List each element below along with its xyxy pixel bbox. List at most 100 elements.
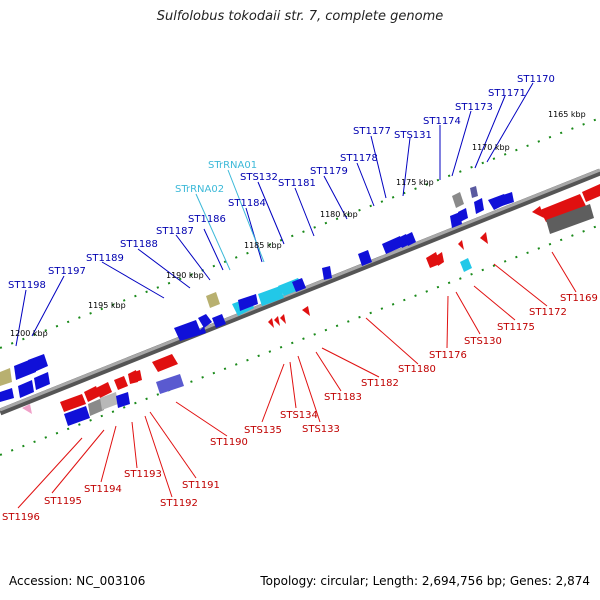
gene-block: [268, 318, 274, 328]
gene-block: [258, 286, 284, 306]
accession-text: Accession: NC_003106: [9, 574, 146, 588]
gene-block: [174, 320, 206, 341]
top-gene-labels: ST1170 ST1171 ST1173 ST1174 STS131 ST117…: [8, 74, 555, 291]
gene-block: [302, 306, 310, 316]
bottom-label-connectors: [17, 251, 577, 509]
scale-labels: 1165 kbp 1170 kbp 1175 kbp 1180 kbp 1185…: [10, 110, 586, 338]
gene-block: [480, 232, 488, 244]
gene-label: ST1193: [124, 469, 162, 480]
gene-block: [458, 240, 464, 250]
gene-block: [96, 382, 112, 398]
gene-label: ST1169: [560, 293, 598, 304]
gene-label: ST1187: [156, 226, 194, 237]
gene-label: STS132: [240, 172, 278, 183]
gene-block: [152, 354, 178, 372]
gene-block: [494, 192, 514, 208]
gene-label: ST1172: [529, 307, 567, 318]
forward-strand-genes: [0, 186, 514, 402]
gene-block: [18, 380, 34, 398]
gene-label: ST1184: [228, 198, 266, 209]
scale-label: 1175 kbp: [396, 178, 434, 187]
gene-block: [60, 394, 86, 412]
gene-block: [100, 392, 118, 410]
gene-label: STS134: [280, 410, 318, 421]
gene-label: ST1196: [2, 512, 40, 523]
gene-block: [458, 208, 468, 222]
gene-block: [28, 354, 48, 373]
scale-label: 1170 kbp: [472, 143, 510, 152]
gene-block: [0, 368, 12, 386]
gene-block: [206, 292, 220, 308]
gene-label: ST1195: [44, 496, 82, 507]
gene-block: [470, 186, 478, 198]
scale-label: 1190 kbp: [166, 271, 204, 280]
gene-label: ST1174: [423, 116, 461, 127]
gene-label: ST1181: [278, 178, 316, 189]
scale-label: 1165 kbp: [548, 110, 586, 119]
gene-label: ST1173: [455, 102, 493, 113]
gene-label: ST1192: [160, 498, 198, 509]
gene-label: ST1186: [188, 214, 226, 225]
gene-label: ST1197: [48, 266, 86, 277]
gene-block: [358, 250, 372, 266]
gene-label: STS133: [302, 424, 340, 435]
gene-label: ST1194: [84, 484, 122, 495]
gene-label: ST1191: [182, 480, 220, 491]
rna-gene-label: STrRNA01: [208, 160, 257, 171]
gene-block: [64, 406, 90, 426]
gene-block: [114, 376, 128, 390]
gene-block: [532, 206, 544, 218]
gene-block: [274, 316, 280, 326]
gene-label: ST1177: [353, 126, 391, 137]
gene-label: ST1188: [120, 239, 158, 250]
gene-block: [460, 258, 472, 272]
gene-block: [474, 198, 484, 214]
gene-label: ST1190: [210, 437, 248, 448]
top-label-connectors: [15, 82, 534, 347]
gene-label: ST1171: [488, 88, 526, 99]
gene-block: [452, 192, 464, 208]
genome-summary-text: Topology: circular; Length: 2,694,756 bp…: [260, 574, 590, 588]
gene-label: STS130: [464, 336, 502, 347]
gene-block: [546, 204, 594, 234]
bottom-gene-labels: ST1169 ST1172 ST1175 STS130 ST1176 ST118…: [2, 293, 598, 523]
reverse-strand-genes: [22, 184, 600, 426]
gene-block: [436, 252, 444, 266]
gene-label: ST1182: [361, 378, 399, 389]
gene-block: [404, 232, 416, 246]
gene-label: ST1179: [310, 166, 348, 177]
genome-backbone: [0, 168, 600, 416]
gene-label: ST1183: [324, 392, 362, 403]
gene-block: [84, 386, 100, 402]
gene-block: [88, 398, 104, 416]
gene-block: [280, 314, 286, 324]
gene-block: [382, 236, 404, 254]
gene-block: [238, 294, 258, 311]
rna-gene-label: STrRNA02: [175, 184, 224, 195]
gene-block: [0, 388, 14, 402]
gene-block: [34, 372, 50, 390]
gene-block: [292, 278, 306, 292]
gene-block: [540, 194, 586, 222]
gene-block: [116, 392, 130, 408]
gene-block: [198, 314, 212, 328]
gene-label: ST1178: [340, 153, 378, 164]
gene-label: STS135: [244, 425, 282, 436]
gene-label: ST1170: [517, 74, 555, 85]
gene-label: ST1198: [8, 280, 46, 291]
figure-title: Sulfolobus tokodaii str. 7, complete gen…: [156, 9, 444, 24]
gene-label: ST1180: [398, 364, 436, 375]
scale-label: 1185 kbp: [244, 241, 282, 250]
scale-label: 1200 kbp: [10, 329, 48, 338]
gene-block: [322, 266, 332, 280]
cyan-label-connectors: [195, 169, 265, 271]
gene-label: ST1176: [429, 350, 467, 361]
gene-block: [22, 404, 32, 414]
scale-label: 1195 kbp: [88, 301, 126, 310]
scale-label: 1180 kbp: [320, 210, 358, 219]
gene-label: STS131: [394, 130, 432, 141]
gene-label: ST1175: [497, 322, 535, 333]
gene-block: [134, 370, 142, 382]
